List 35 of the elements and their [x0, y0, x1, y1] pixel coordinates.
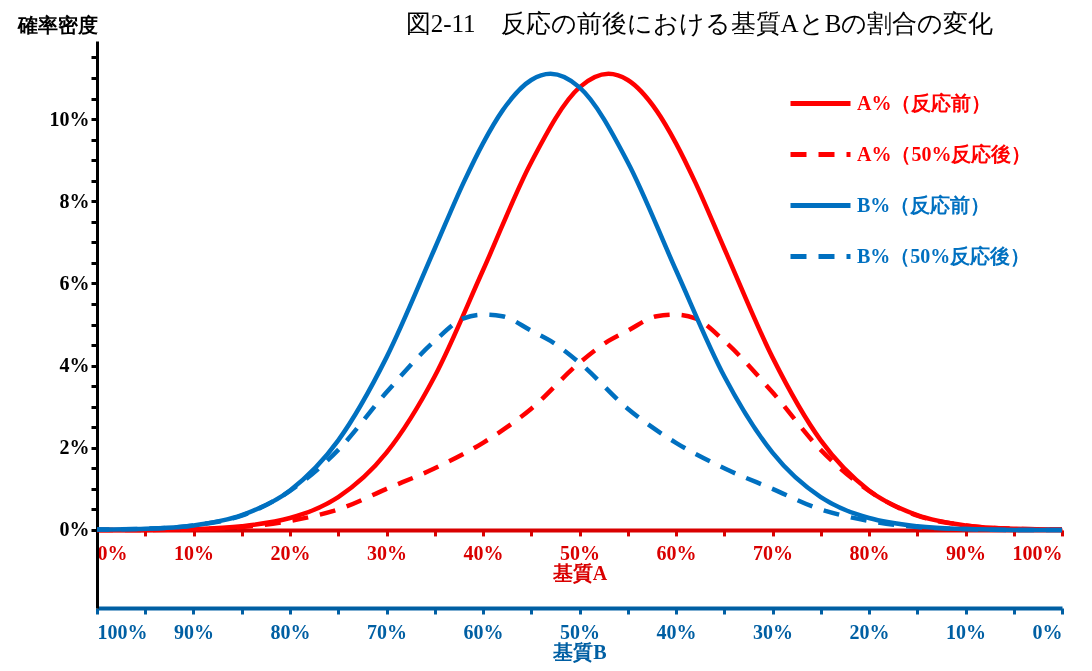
- x-tick-label: 10%: [174, 542, 214, 565]
- x2-tick-label: 0%: [1032, 620, 1063, 643]
- x-tick-label: 20%: [270, 542, 311, 565]
- y-axis-title: 確率密度: [16, 13, 98, 36]
- y-tick-label: 10%: [49, 107, 90, 130]
- x-tick-label: 70%: [753, 542, 793, 565]
- x2-tick-label: 30%: [753, 620, 793, 643]
- x2-tick-label: 10%: [946, 620, 986, 643]
- legend-label: B%（反応前）: [857, 193, 991, 216]
- x2-tick-label: 50%: [560, 620, 600, 643]
- x-tick-label: 60%: [656, 542, 697, 565]
- chart-title: 図2-11 反応の前後における基質AとBの割合の変化: [405, 10, 994, 37]
- x-tick-label: 40%: [463, 542, 504, 565]
- x2-tick-label: 60%: [463, 620, 504, 643]
- y-tick-label: 6%: [59, 271, 90, 294]
- x-axis-title: 基質A: [551, 562, 608, 586]
- x2-tick-label: 20%: [849, 620, 890, 643]
- y-tick-label: 0%: [59, 518, 90, 541]
- y-tick-label: 8%: [59, 189, 90, 212]
- legend-label: A%（反応前）: [857, 91, 992, 114]
- x2-tick-label: 80%: [270, 620, 311, 643]
- x-tick-label: 30%: [367, 542, 407, 565]
- x2-tick-label: 100%: [97, 620, 148, 643]
- x-tick-label: 90%: [946, 542, 986, 565]
- x2-tick-label: 40%: [656, 620, 697, 643]
- x2-tick-label: 90%: [174, 620, 214, 643]
- x2-tick-label: 70%: [367, 620, 407, 643]
- y-tick-label: 2%: [59, 436, 90, 459]
- x-tick-label: 100%: [1012, 542, 1063, 565]
- legend-label: A%（50%反応後）: [857, 142, 1032, 165]
- x-tick-label: 0%: [97, 542, 128, 565]
- y-tick-label: 4%: [59, 354, 90, 377]
- x2-axis-title: 基質B: [552, 640, 607, 664]
- x-tick-label: 80%: [849, 542, 890, 565]
- legend-label: B%（50%反応後）: [857, 244, 1031, 267]
